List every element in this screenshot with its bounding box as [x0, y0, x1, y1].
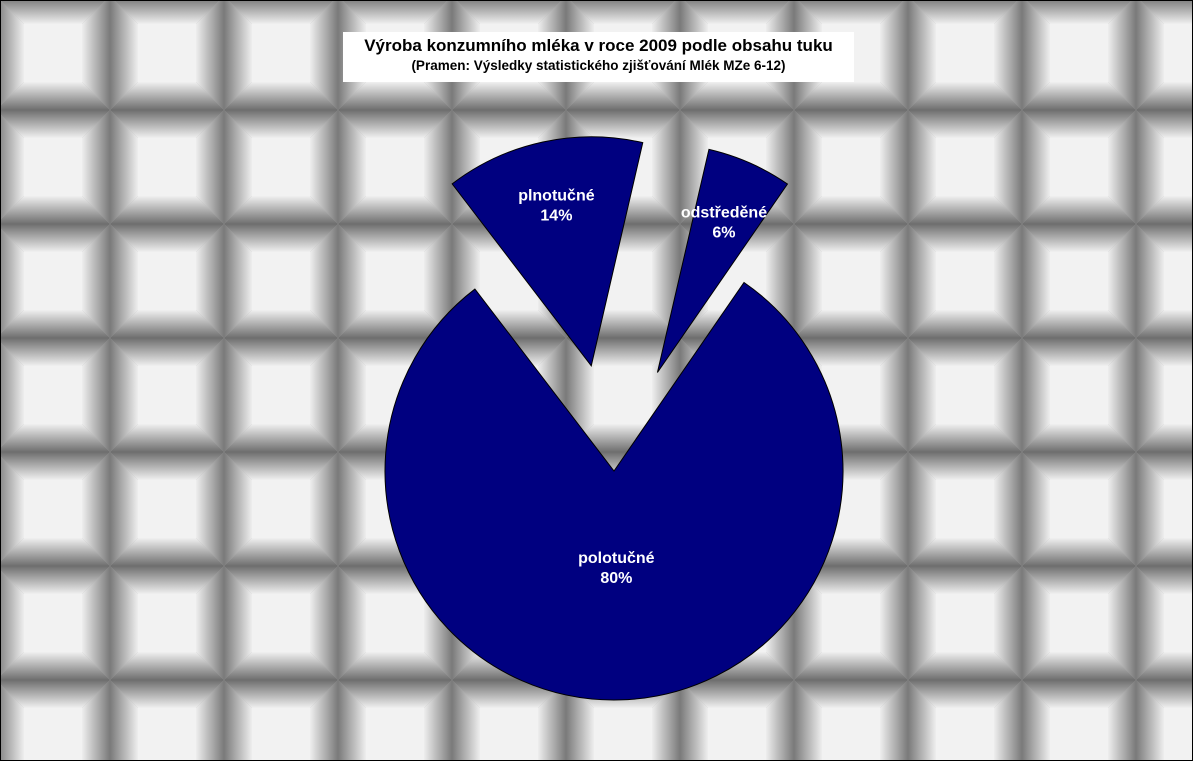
slice-category-label: polotučné [578, 550, 655, 567]
slice-percent-label: 14% [540, 208, 572, 225]
chart-title: Výroba konzumního mléka v roce 2009 podl… [364, 36, 833, 55]
pie-slice-2 [451, 136, 644, 367]
slice-percent-label: 6% [712, 225, 735, 242]
pie-labels: odstředěné 6% polotučné 80% plnotučné 14% [518, 188, 767, 588]
slice-category-label: odstředěné [681, 205, 767, 222]
slice-percent-label: 80% [600, 570, 632, 587]
slice-label-2: plnotučné 14% [518, 188, 595, 225]
chart-subtitle: (Pramen: Výsledky statistického zjišťová… [411, 58, 786, 73]
pie-slice-1 [384, 281, 844, 701]
slice-label-1: polotučné 80% [578, 550, 655, 587]
slice-category-label: plnotučné [518, 188, 595, 205]
pie-slices [384, 136, 844, 701]
slice-label-0: odstředěné 6% [681, 205, 767, 242]
chart-title-box: Výroba konzumního mléka v roce 2009 podl… [343, 32, 854, 82]
pie-slice-0 [656, 148, 789, 373]
